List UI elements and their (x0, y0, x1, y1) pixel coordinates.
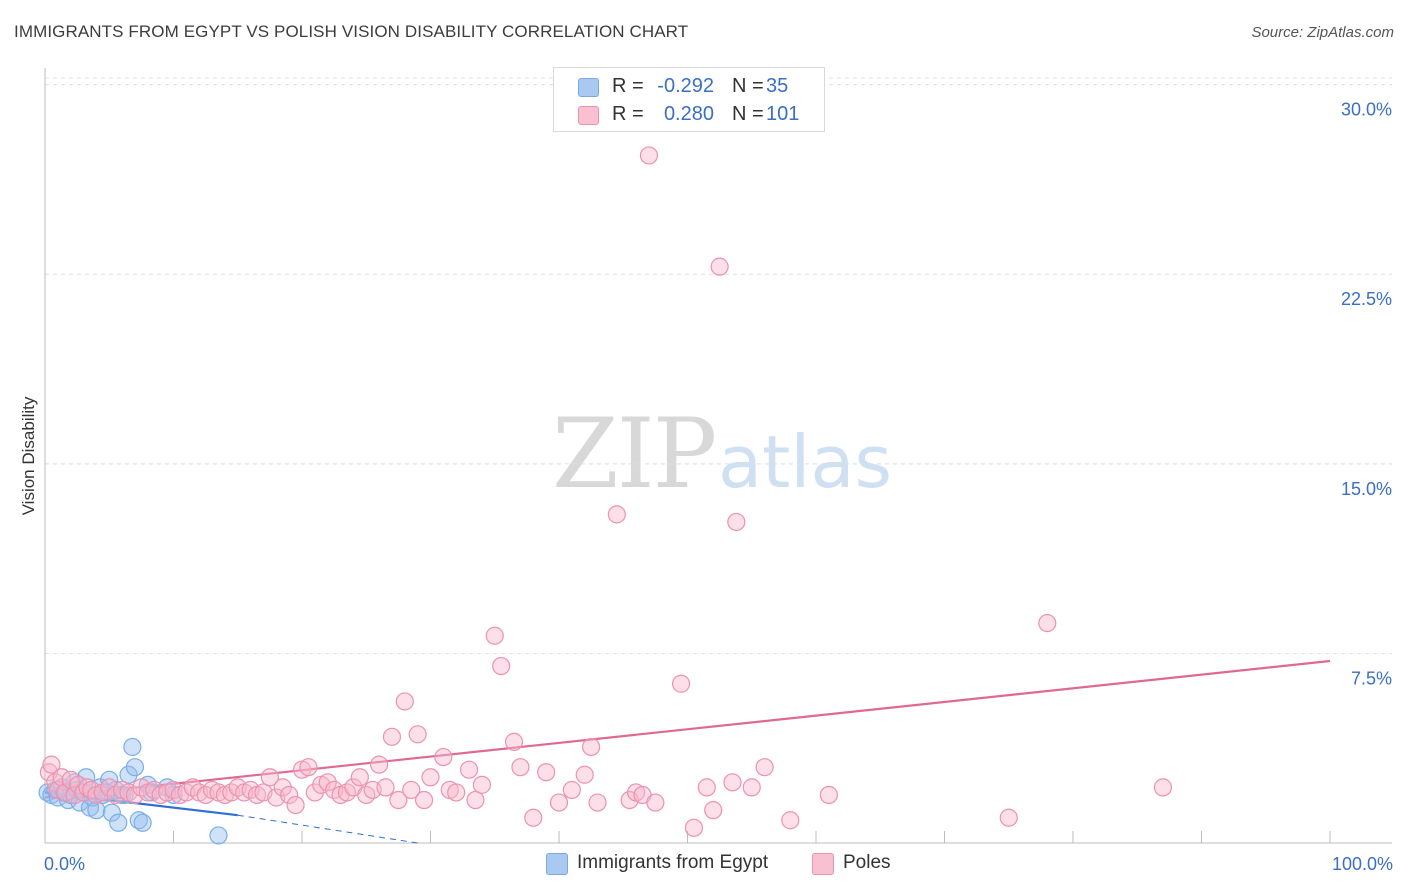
poles-point (421, 768, 440, 787)
poles-point (671, 674, 691, 693)
legend-r-label: R = (612, 75, 644, 97)
legend-swatch-poles (578, 106, 599, 125)
legend-n-label: N = (732, 75, 764, 97)
legend-swatch-egypt (578, 78, 599, 97)
egypt-point (102, 803, 121, 822)
legend-n-value: 101 (766, 103, 800, 125)
egypt-point (109, 813, 128, 832)
poles-point (704, 801, 723, 820)
poles-point (588, 793, 607, 812)
poles-point (1153, 778, 1173, 797)
egypt-trendline-extension (237, 814, 418, 844)
legend-r-value: -0.292 (657, 75, 714, 97)
points-layer (38, 146, 1173, 845)
egypt-point (123, 737, 142, 757)
poles-point (511, 758, 530, 777)
poles-point (447, 783, 466, 802)
poles-point (710, 257, 729, 276)
poles-point (504, 732, 524, 751)
poles-point (350, 768, 369, 787)
bottom-legend-label-poles: Poles (843, 852, 891, 873)
label-layer: 7.5% 15.0% 22.5% 30.0% 0.0% 100.0% Vision Disa… (19, 100, 1393, 874)
poles-point (755, 758, 774, 777)
poles-point (492, 656, 511, 676)
y-axis-label: Vision Disability (19, 396, 38, 515)
legend-r-value: 0.280 (663, 103, 714, 125)
watermark-zip: ZIP (552, 398, 717, 510)
poles-point (434, 747, 453, 767)
poles-point (389, 790, 408, 810)
poles-point (280, 785, 299, 805)
legend-n-label: N = (732, 103, 764, 125)
poles-point (370, 755, 389, 774)
poles-point (318, 773, 337, 792)
poles-point (414, 790, 434, 810)
poles-point (723, 773, 742, 792)
poles-point (42, 755, 61, 774)
y-tick-label: 15.0% (1341, 479, 1392, 499)
poles-point (485, 626, 504, 645)
legend-r-label: R = (612, 103, 644, 125)
poles-point (537, 763, 556, 782)
poles-point (727, 512, 746, 532)
poles-point (376, 778, 395, 797)
chart-title: IMMIGRANTS FROM EGYPT VS POLISH VISION D… (14, 22, 689, 41)
poles-point (999, 808, 1018, 827)
poles-point (273, 778, 292, 797)
legend-row-poles: R = 0.280 N = 101 (554, 101, 824, 129)
poles-point (382, 727, 402, 746)
poles-point (286, 795, 305, 815)
legend-row-egypt: R = -0.292 N = 35 (554, 73, 824, 101)
poles-point (305, 783, 324, 802)
poles-point (781, 811, 800, 830)
x-tick-label: 100.0% (1332, 854, 1393, 874)
poles-point (742, 778, 761, 797)
poles-point (260, 768, 279, 787)
poles-point (607, 505, 626, 524)
poles-point (459, 760, 479, 779)
poles-point (639, 146, 659, 165)
poles-point (562, 780, 581, 800)
bottom-legend-swatch-poles (812, 853, 834, 875)
y-tick-label: 22.5% (1341, 289, 1392, 309)
source-label: Source: ZipAtlas.com (1251, 24, 1394, 41)
poles-point (402, 780, 421, 800)
poles-point (697, 778, 716, 797)
x-tick-label: 0.0% (44, 854, 85, 874)
poles-point (684, 818, 704, 837)
egypt-point (209, 826, 228, 845)
bottom-legend-swatch-egypt (546, 853, 568, 875)
poles-point (646, 793, 665, 812)
poles-point (395, 692, 414, 711)
axis-layer (44, 68, 1392, 844)
trend-layer (44, 659, 1331, 844)
y-tick-label: 30.0% (1341, 100, 1392, 120)
egypt-trendline (44, 791, 238, 817)
poles-point (582, 737, 601, 757)
poles-point (299, 758, 318, 777)
poles-point (549, 793, 569, 812)
egypt-point (133, 813, 152, 832)
poles-point (1038, 613, 1057, 633)
egypt-point (87, 801, 106, 820)
y-tick-label: 7.5% (1351, 668, 1392, 688)
poles-point (524, 808, 543, 827)
watermark-atlas: atlas (718, 420, 892, 504)
poles-point (472, 775, 491, 794)
correlation-legend: R = -0.292 N = 35 R = 0.280 N = 101 (553, 67, 825, 132)
poles-point (819, 785, 838, 805)
egypt-point (119, 765, 138, 784)
grid-layer (45, 77, 1392, 654)
poles-point (408, 725, 427, 744)
legend-n-value: 35 (766, 75, 789, 97)
poles-point (82, 780, 101, 800)
poles-trendline (44, 659, 1331, 799)
egypt-point (125, 758, 145, 777)
bottom-legend-label-egypt: Immigrants from Egypt (577, 852, 769, 873)
poles-point (466, 790, 485, 810)
poles-point (575, 765, 594, 784)
